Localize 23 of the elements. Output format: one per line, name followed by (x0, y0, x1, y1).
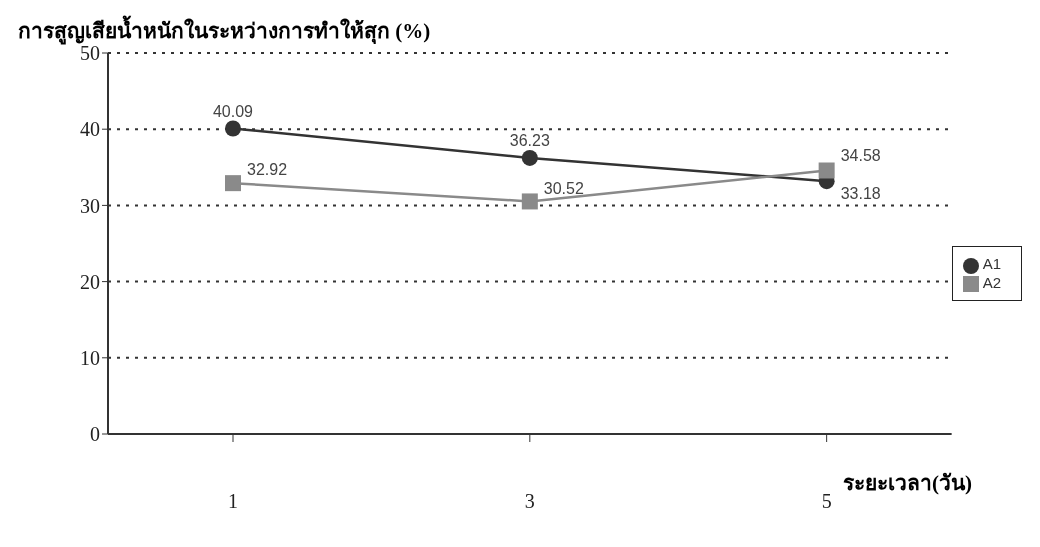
y-tick-label: 10 (80, 346, 100, 369)
data-label: 30.52 (543, 179, 584, 197)
point (521, 149, 538, 166)
data-label: 33.18 (840, 185, 881, 203)
y-tick-label: 40 (80, 118, 100, 141)
y-tick-label: 0 (90, 423, 100, 446)
x-tick-label: 1 (228, 490, 238, 513)
y-tick-label: 30 (80, 194, 100, 217)
legend-label: A2 (982, 273, 1001, 291)
data-label: 32.92 (247, 161, 288, 179)
legend-label: A1 (982, 255, 1001, 273)
point (225, 175, 241, 192)
data-label: 34.58 (840, 146, 881, 164)
y-tick-label: 20 (80, 270, 100, 293)
x-tick-label: 5 (821, 490, 832, 513)
point (521, 193, 538, 210)
point (225, 120, 241, 137)
data-label: 40.09 (212, 102, 254, 120)
point (818, 162, 835, 179)
x-axis-title: ระยะเวลา(วัน) (843, 470, 972, 497)
x-tick-label: 3 (524, 490, 535, 513)
y-axis-title: การสูญเสียน้ำหนักในระหว่างการทำให้สุก (%) (18, 14, 431, 46)
data-label: 36.23 (509, 132, 550, 150)
